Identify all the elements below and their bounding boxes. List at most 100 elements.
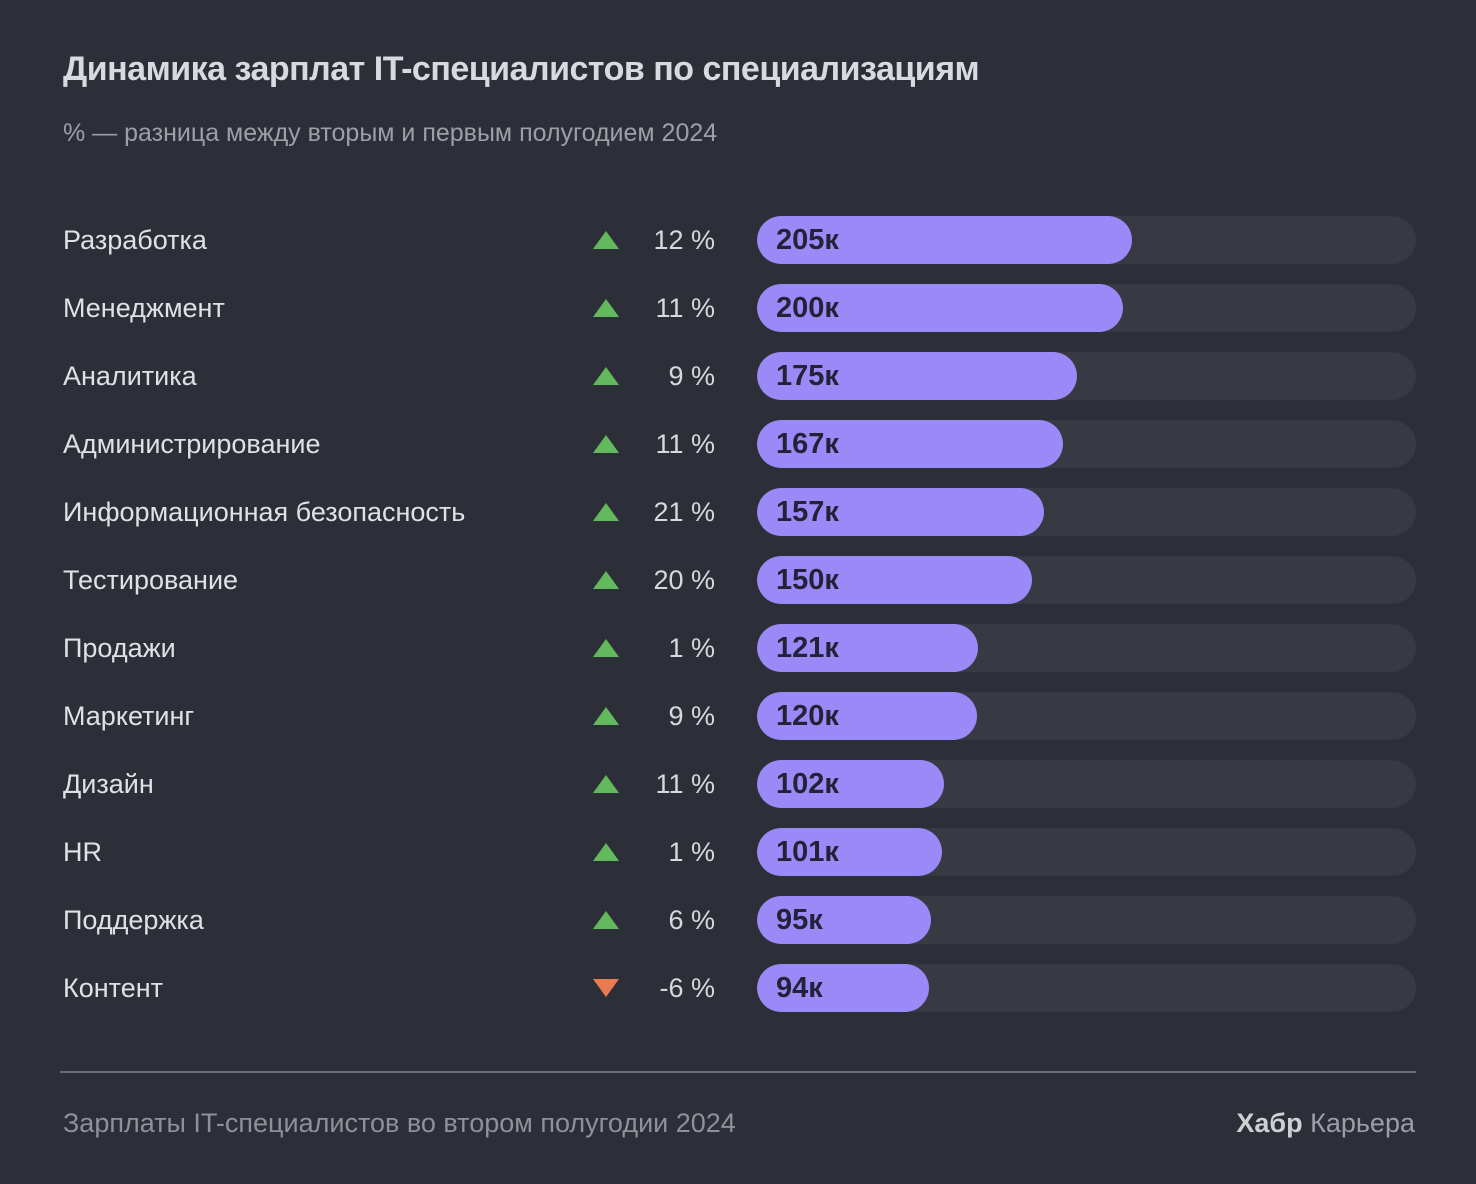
bar-fill: 95к <box>757 896 931 944</box>
chart-row: Аналитика 9 % 175к <box>0 342 1476 410</box>
change-percent: 6 % <box>668 904 715 935</box>
chart-row: Контент -6 % 94к <box>0 954 1476 1022</box>
bar-value-label: 150к <box>776 563 839 596</box>
trend-up-icon <box>593 571 619 589</box>
chart-row: Тестирование 20 % 150к <box>0 546 1476 614</box>
trend-up-icon <box>593 843 619 861</box>
trend-up-icon <box>593 231 619 249</box>
trend-up-icon <box>593 503 619 521</box>
category-label: Маркетинг <box>63 700 195 731</box>
trend-indicator: 9 % <box>593 701 715 732</box>
bar-track: 95к <box>757 896 1416 944</box>
bar-fill: 167к <box>757 420 1063 468</box>
change-percent: 11 % <box>655 292 715 323</box>
change-percent: 12 % <box>653 224 715 255</box>
bar-fill: 205к <box>757 216 1133 264</box>
bar-fill: 94к <box>757 964 930 1012</box>
bar-value-label: 95к <box>776 903 823 936</box>
bar-value-label: 157к <box>776 495 839 528</box>
chart-row: Маркетинг 9 % 120к <box>0 682 1476 750</box>
category-label: Менеджмент <box>63 292 225 323</box>
chart-row: HR 1 % 101к <box>0 818 1476 886</box>
bar-fill: 200к <box>757 284 1124 332</box>
change-percent: 11 % <box>655 428 715 459</box>
page-subtitle: % — разница между вторым и первым полуго… <box>63 119 718 147</box>
category-label: Продажи <box>63 632 176 663</box>
trend-indicator: 1 % <box>593 633 715 664</box>
bar-value-label: 167к <box>776 427 839 460</box>
bar-chart: Разработка 12 % 205к Менеджмент 11 % 200… <box>0 206 1476 1022</box>
category-label: Контент <box>63 972 164 1003</box>
category-label: Тестирование <box>63 564 239 595</box>
chart-row: Менеджмент 11 % 200к <box>0 274 1476 342</box>
trend-up-icon <box>593 775 619 793</box>
bar-value-label: 175к <box>776 359 839 392</box>
change-percent: 9 % <box>668 360 715 391</box>
brand-habr: Хабр <box>1236 1108 1303 1138</box>
bar-value-label: 102к <box>776 767 839 800</box>
bar-track: 150к <box>757 556 1416 604</box>
chart-row: Информационная безопасность 21 % 157к <box>0 478 1476 546</box>
change-percent: 9 % <box>668 700 715 731</box>
trend-up-icon <box>593 367 619 385</box>
trend-indicator: 11 % <box>593 769 715 800</box>
bar-value-label: 101к <box>776 835 839 868</box>
change-percent: 1 % <box>668 836 715 867</box>
chart-row: Дизайн 11 % 102к <box>0 750 1476 818</box>
bar-track: 102к <box>757 760 1416 808</box>
trend-indicator: 20 % <box>593 565 715 596</box>
bar-value-label: 121к <box>776 631 839 664</box>
category-label: Аналитика <box>63 360 197 391</box>
bar-value-label: 120к <box>776 699 839 732</box>
brand-career: Карьера <box>1310 1108 1415 1138</box>
trend-indicator: 6 % <box>593 905 715 936</box>
category-label: Информационная безопасность <box>63 496 466 527</box>
change-percent: 11 % <box>655 768 715 799</box>
bar-fill: 102к <box>757 760 944 808</box>
trend-indicator: 9 % <box>593 361 715 392</box>
bar-value-label: 94к <box>776 971 823 1004</box>
chart-row: Поддержка 6 % 95к <box>0 886 1476 954</box>
bar-track: 175к <box>757 352 1416 400</box>
bar-fill: 121к <box>757 624 979 672</box>
change-percent: 1 % <box>668 632 715 663</box>
bar-track: 167к <box>757 420 1416 468</box>
page-title: Динамика зарплат IT-специалистов по спец… <box>63 50 980 88</box>
bar-fill: 157к <box>757 488 1045 536</box>
source-caption: Зарплаты IT-специалистов во втором полуг… <box>63 1108 736 1138</box>
trend-indicator: -6 % <box>593 973 715 1004</box>
trend-up-icon <box>593 639 619 657</box>
trend-up-icon <box>593 911 619 929</box>
category-label: Администрирование <box>63 428 321 459</box>
bar-track: 101к <box>757 828 1416 876</box>
trend-indicator: 12 % <box>593 225 715 256</box>
category-label: Поддержка <box>63 904 204 935</box>
bar-track: 205к <box>757 216 1416 264</box>
bar-track: 94к <box>757 964 1416 1012</box>
trend-indicator: 1 % <box>593 837 715 868</box>
chart-row: Администрирование 11 % 167к <box>0 410 1476 478</box>
bar-fill: 101к <box>757 828 942 876</box>
trend-indicator: 11 % <box>593 429 715 460</box>
trend-down-icon <box>593 979 619 997</box>
change-percent: -6 % <box>659 972 715 1003</box>
bar-fill: 120к <box>757 692 977 740</box>
bar-value-label: 205к <box>776 223 839 256</box>
category-label: HR <box>63 836 102 867</box>
footer-divider <box>60 1071 1416 1073</box>
bar-track: 200к <box>757 284 1416 332</box>
bar-fill: 150к <box>757 556 1032 604</box>
bar-track: 157к <box>757 488 1416 536</box>
chart-row: Продажи 1 % 121к <box>0 614 1476 682</box>
brand-logo: Хабр Карьера <box>1236 1108 1415 1139</box>
change-percent: 20 % <box>653 564 715 595</box>
trend-up-icon <box>593 707 619 725</box>
bar-track: 120к <box>757 692 1416 740</box>
chart-row: Разработка 12 % 205к <box>0 206 1476 274</box>
bar-fill: 175к <box>757 352 1078 400</box>
change-percent: 21 % <box>653 496 715 527</box>
trend-indicator: 11 % <box>593 293 715 324</box>
trend-indicator: 21 % <box>593 497 715 528</box>
bar-value-label: 200к <box>776 291 839 324</box>
